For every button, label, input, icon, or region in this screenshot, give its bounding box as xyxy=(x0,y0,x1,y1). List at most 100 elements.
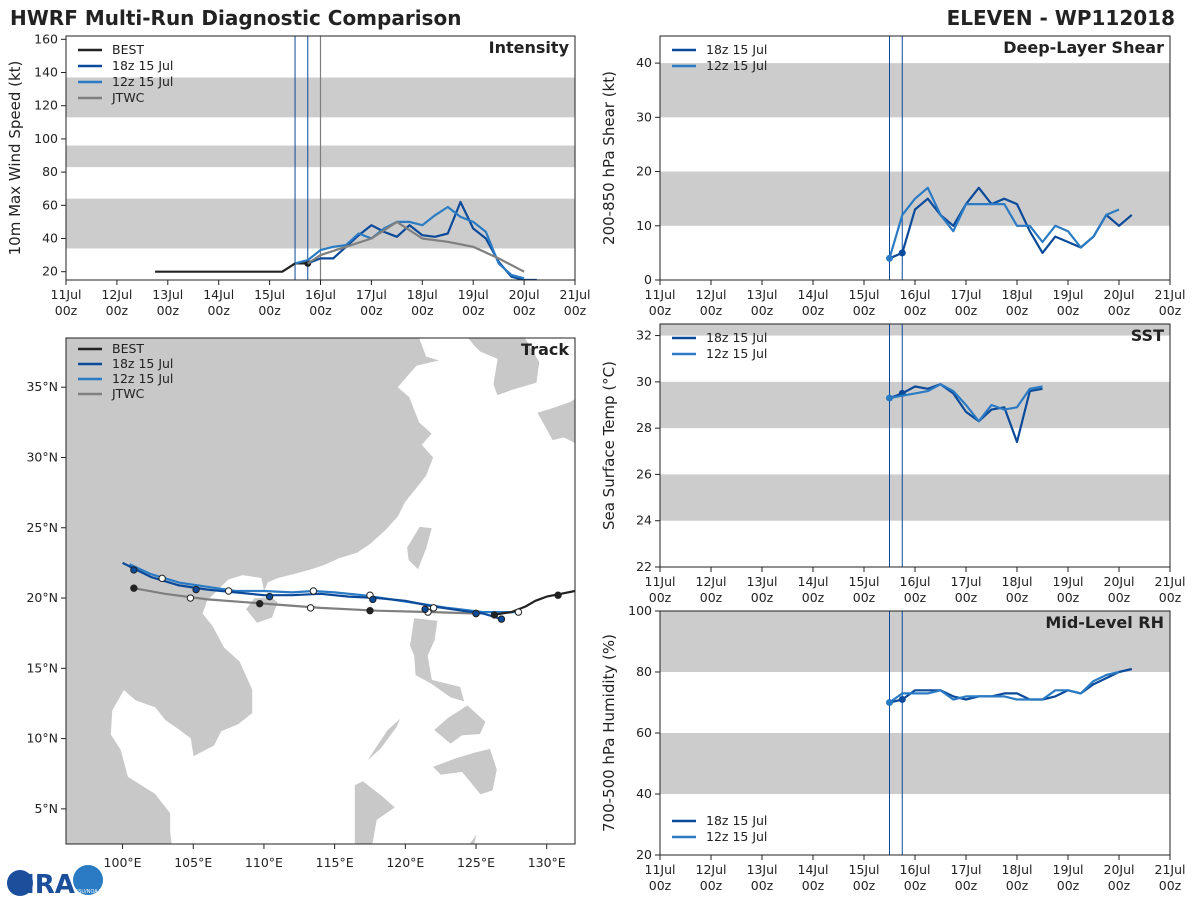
sst-ytick-label: 24 xyxy=(636,513,652,528)
shear-panel: 01020304011Jul00z12Jul00z13Jul00z14Jul00… xyxy=(600,35,1186,318)
track-ytick-label: 35°N xyxy=(26,379,58,394)
track-series-run18z xyxy=(122,561,502,621)
shear-xtick-day: 14Jul xyxy=(798,287,829,302)
rh-xtick-day: 14Jul xyxy=(798,862,829,877)
rh-legend-label: 12z 15 Jul xyxy=(706,829,767,844)
shear-ytick-label: 0 xyxy=(644,272,652,287)
visayas xyxy=(432,704,487,745)
intensity-xtick-day: 11Jul xyxy=(51,287,82,302)
track-point-best xyxy=(554,591,562,599)
sst-xtick-day: 13Jul xyxy=(747,574,778,589)
sst-band-2 xyxy=(660,324,1170,336)
shear-ytick-label: 10 xyxy=(636,218,652,233)
sst-ytick-label: 26 xyxy=(636,466,652,481)
track-point-run18z xyxy=(497,615,506,623)
shear-xtick-day: 12Jul xyxy=(696,287,727,302)
shear-marker-run18z xyxy=(898,249,906,257)
sst-ytick-label: 22 xyxy=(636,559,652,574)
shear-xtick-day: 11Jul xyxy=(645,287,676,302)
rh-xtick-day: 12Jul xyxy=(696,862,727,877)
rh-xtick-hour: 00z xyxy=(904,878,927,893)
intensity-legend-label: 12z 15 Jul xyxy=(112,74,173,89)
shear-xtick-hour: 00z xyxy=(1057,303,1080,318)
shear-xtick-hour: 00z xyxy=(649,303,672,318)
track-point-run18z xyxy=(369,595,377,604)
korea-peninsula xyxy=(466,338,541,397)
sst-series-run18z xyxy=(889,383,1043,444)
rh-xtick-hour: 00z xyxy=(955,878,978,893)
sst-xtick-hour: 00z xyxy=(802,590,825,605)
track-point-run18z xyxy=(130,566,138,574)
intensity-xtick-day: 16Jul xyxy=(305,287,336,302)
intensity-series-run12z xyxy=(294,205,525,280)
rh-xtick-day: 19Jul xyxy=(1053,862,1084,877)
intensity-xtick-hour: 00z xyxy=(411,303,434,318)
shear-xtick-day: 21Jul xyxy=(1155,287,1186,302)
intensity-xtick-hour: 00z xyxy=(513,303,536,318)
track-point-run12z xyxy=(309,587,318,595)
shear-xtick-hour: 00z xyxy=(904,303,927,318)
shear-xtick-hour: 00z xyxy=(1159,303,1182,318)
track-point-run18z xyxy=(192,585,200,594)
intensity-ytick-label: 40 xyxy=(42,231,58,246)
rh-series-run12z xyxy=(888,670,1120,704)
sst-xtick-day: 12Jul xyxy=(696,574,727,589)
shear-ylabel: 200-850 hPa Shear (kt) xyxy=(600,71,618,245)
rh-ytick-label: 80 xyxy=(636,664,652,679)
rh-xtick-day: 11Jul xyxy=(645,862,676,877)
logo-globe-right-icon xyxy=(73,865,103,895)
rh-xtick-hour: 00z xyxy=(1159,878,1182,893)
track-ytick-label: 5°N xyxy=(34,801,58,816)
track-xtick-label: 100°E xyxy=(104,855,142,870)
rh-xtick-hour: 00z xyxy=(751,878,774,893)
track-point-jtwc xyxy=(306,604,315,612)
intensity-ytick-label: 60 xyxy=(42,197,58,212)
sst-xtick-day: 11Jul xyxy=(645,574,676,589)
shear-legend-label: 12z 15 Jul xyxy=(706,58,767,73)
sst-xtick-day: 15Jul xyxy=(849,574,880,589)
rh-title: Mid-Level RH xyxy=(1045,613,1164,632)
track-title: Track xyxy=(521,340,569,359)
storm-id: ELEVEN - WP112018 xyxy=(947,6,1175,30)
track-ytick-label: 25°N xyxy=(26,520,58,535)
intensity-series-jtwc xyxy=(307,220,525,273)
sst-ytick-label: 30 xyxy=(636,374,652,389)
intensity-series-best xyxy=(155,262,308,273)
sst-xtick-hour: 00z xyxy=(1057,590,1080,605)
hainan xyxy=(245,596,279,624)
intensity-xtick-day: 13Jul xyxy=(152,287,183,302)
rh-xtick-hour: 00z xyxy=(802,878,825,893)
intensity-xtick-hour: 00z xyxy=(157,303,180,318)
rh-marker-run12z xyxy=(886,699,893,706)
sst-ylabel: Sea Surface Temp (°C) xyxy=(600,361,618,530)
figure-title: HWRF Multi-Run Diagnostic Comparison xyxy=(10,6,461,30)
track-xtick-label: 115°E xyxy=(316,855,354,870)
sst-band-1 xyxy=(660,381,1170,429)
intensity-xtick-day: 12Jul xyxy=(101,287,132,302)
shear-xtick-hour: 00z xyxy=(751,303,774,318)
shear-series-run12z xyxy=(888,186,1120,259)
track-ytick-label: 30°N xyxy=(26,449,58,464)
shear-xtick-hour: 00z xyxy=(802,303,825,318)
borneo xyxy=(353,780,397,844)
track-ytick-label: 15°N xyxy=(26,660,58,675)
cira-logo: CIRA CSU/NOAA xyxy=(6,865,103,900)
shear-xtick-hour: 00z xyxy=(1006,303,1029,318)
sst-title: SST xyxy=(1131,326,1164,345)
shear-xtick-day: 20Jul xyxy=(1104,287,1135,302)
track-point-jtwc xyxy=(130,584,138,592)
sst-xtick-day: 14Jul xyxy=(798,574,829,589)
sst-legend-label: 12z 15 Jul xyxy=(706,346,767,361)
track-point-run12z xyxy=(429,604,438,612)
track-xtick-label: 110°E xyxy=(245,855,283,870)
intensity-legend-label: JTWC xyxy=(111,90,145,105)
rh-ytick-label: 20 xyxy=(636,847,652,862)
rh-xtick-hour: 00z xyxy=(853,878,876,893)
shear-xtick-day: 15Jul xyxy=(849,287,880,302)
rh-xtick-day: 20Jul xyxy=(1104,862,1135,877)
rh-panel: 2040608010011Jul00z12Jul00z13Jul00z14Jul… xyxy=(600,603,1186,893)
logo-globe-left-icon xyxy=(7,870,33,896)
sst-xtick-hour: 00z xyxy=(649,590,672,605)
shear-xtick-hour: 00z xyxy=(955,303,978,318)
rh-band-0 xyxy=(660,733,1170,794)
